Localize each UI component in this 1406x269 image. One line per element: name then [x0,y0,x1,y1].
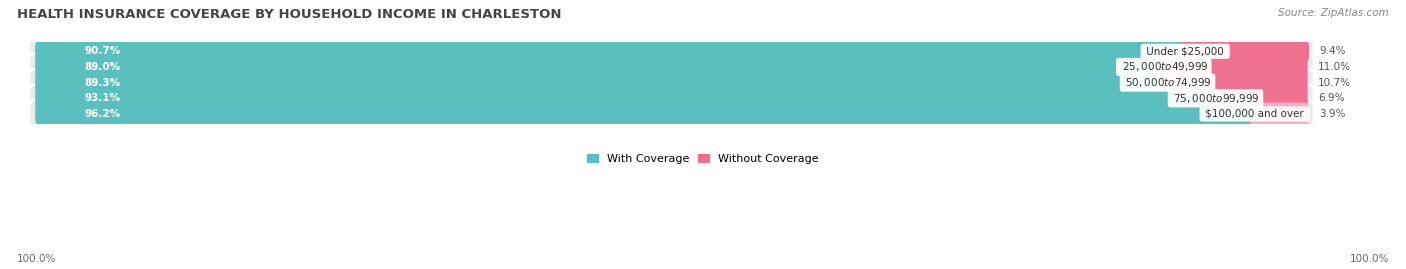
FancyBboxPatch shape [30,85,1315,112]
Text: 6.9%: 6.9% [1317,93,1344,103]
Text: 96.2%: 96.2% [84,109,121,119]
Text: 11.0%: 11.0% [1317,62,1351,72]
FancyBboxPatch shape [30,101,1315,127]
FancyBboxPatch shape [1250,102,1309,125]
FancyBboxPatch shape [1180,40,1309,63]
Legend: With Coverage, Without Coverage: With Coverage, Without Coverage [588,154,818,164]
Text: 89.0%: 89.0% [84,62,121,72]
Text: 93.1%: 93.1% [84,93,121,103]
Text: $75,000 to $99,999: $75,000 to $99,999 [1170,92,1261,105]
Text: 100.0%: 100.0% [1350,254,1389,264]
Text: 89.3%: 89.3% [84,78,121,88]
FancyBboxPatch shape [35,71,1173,94]
Text: 90.7%: 90.7% [84,46,121,56]
FancyBboxPatch shape [30,38,1315,65]
Text: $100,000 and over: $100,000 and over [1202,109,1308,119]
FancyBboxPatch shape [35,87,1220,110]
FancyBboxPatch shape [1211,87,1308,110]
Text: Source: ZipAtlas.com: Source: ZipAtlas.com [1278,8,1389,18]
Text: 10.7%: 10.7% [1317,78,1351,88]
FancyBboxPatch shape [30,54,1315,80]
FancyBboxPatch shape [35,56,1168,78]
Text: 9.4%: 9.4% [1319,46,1346,56]
FancyBboxPatch shape [35,40,1191,63]
FancyBboxPatch shape [35,102,1260,125]
FancyBboxPatch shape [1159,56,1308,78]
Text: Under $25,000: Under $25,000 [1143,46,1227,56]
Text: 3.9%: 3.9% [1319,109,1346,119]
FancyBboxPatch shape [1163,71,1308,94]
FancyBboxPatch shape [30,69,1315,96]
Text: $50,000 to $74,999: $50,000 to $74,999 [1122,76,1213,89]
Text: HEALTH INSURANCE COVERAGE BY HOUSEHOLD INCOME IN CHARLESTON: HEALTH INSURANCE COVERAGE BY HOUSEHOLD I… [17,8,561,21]
Text: 100.0%: 100.0% [17,254,56,264]
Text: $25,000 to $49,999: $25,000 to $49,999 [1119,61,1209,73]
